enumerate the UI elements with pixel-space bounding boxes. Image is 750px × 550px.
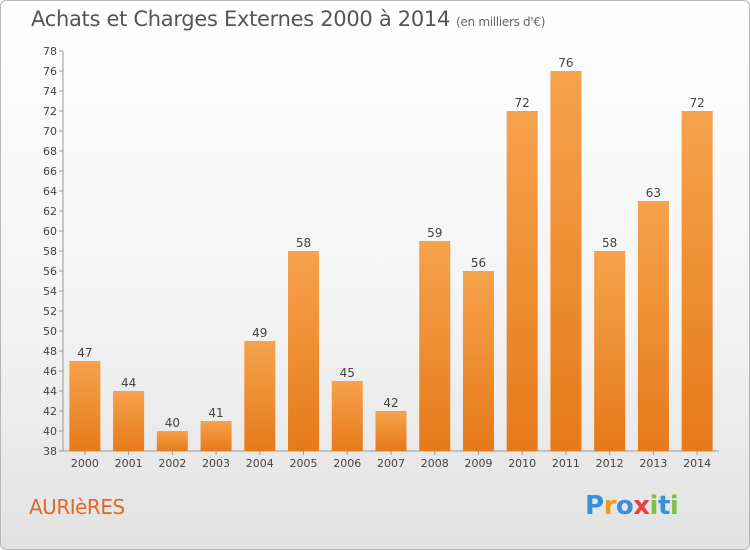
bar-2002 bbox=[156, 431, 188, 451]
data-label-2007: 42 bbox=[383, 396, 398, 410]
y-tick-label: 44 bbox=[43, 385, 57, 398]
x-tick-label: 2003 bbox=[202, 457, 230, 470]
data-label-2011: 76 bbox=[558, 56, 573, 70]
x-tick-label: 2011 bbox=[552, 457, 580, 470]
y-tick-label: 78 bbox=[43, 45, 57, 58]
data-label-2014: 72 bbox=[689, 96, 704, 110]
bar-2014 bbox=[681, 111, 713, 451]
data-label-2010: 72 bbox=[515, 96, 530, 110]
bar-2005 bbox=[288, 251, 320, 451]
logo-letter: x bbox=[633, 491, 650, 521]
y-tick-label: 38 bbox=[43, 445, 57, 458]
data-label-2013: 63 bbox=[646, 186, 661, 200]
data-label-2008: 59 bbox=[427, 226, 442, 240]
bars: 47 44 40 41 49 58 45 42 59 56 72 76 58 63 72 bbox=[69, 56, 713, 451]
y-tick-label: 48 bbox=[43, 345, 57, 358]
y-tick-label: 72 bbox=[43, 105, 57, 118]
y-tick-label: 42 bbox=[43, 405, 57, 418]
y-tick-label: 76 bbox=[43, 65, 57, 78]
data-label-2000: 47 bbox=[77, 346, 92, 360]
x-tick-label: 2012 bbox=[596, 457, 624, 470]
bar-2009 bbox=[462, 271, 494, 451]
axes: 38 40 42 44 46 48 50 52 54 56 58 60 62 64 66 68 70 72 74 76… bbox=[43, 45, 719, 470]
x-tick-label: 2014 bbox=[683, 457, 711, 470]
data-label-2001: 44 bbox=[121, 376, 136, 390]
bar-2008 bbox=[419, 241, 451, 451]
y-tick-label: 58 bbox=[43, 245, 57, 258]
y-tick-label: 62 bbox=[43, 205, 57, 218]
x-tick-label: 2002 bbox=[158, 457, 186, 470]
y-tick-label: 56 bbox=[43, 265, 57, 278]
bar-2007 bbox=[375, 411, 407, 451]
bar-2006 bbox=[331, 381, 363, 451]
logo-letter: t bbox=[657, 491, 670, 521]
logo-letter: i bbox=[669, 491, 679, 521]
logo-letter: o bbox=[615, 491, 634, 521]
logo-letter: r bbox=[603, 491, 617, 521]
x-tick-label: 2009 bbox=[464, 457, 492, 470]
y-tick-label: 46 bbox=[43, 365, 57, 378]
y-tick-label: 52 bbox=[43, 305, 57, 318]
y-tick-label: 50 bbox=[43, 325, 57, 338]
data-label-2012: 58 bbox=[602, 236, 617, 250]
x-tick-label: 2007 bbox=[377, 457, 405, 470]
y-tick-label: 64 bbox=[43, 185, 57, 198]
data-label-2006: 45 bbox=[340, 366, 355, 380]
x-tick-label: 2000 bbox=[71, 457, 99, 470]
data-label-2004: 49 bbox=[252, 326, 267, 340]
bar-2003 bbox=[200, 421, 232, 451]
bar-2004 bbox=[244, 341, 276, 451]
x-tick-label: 2008 bbox=[421, 457, 449, 470]
data-label-2003: 41 bbox=[208, 406, 223, 420]
y-tick-label: 70 bbox=[43, 125, 57, 138]
commune-name: AURIèRES bbox=[29, 495, 125, 519]
bar-2011 bbox=[550, 71, 582, 451]
x-tick-label: 2001 bbox=[115, 457, 143, 470]
x-tick-label: 2010 bbox=[508, 457, 536, 470]
data-label-2002: 40 bbox=[165, 416, 180, 430]
proxiti-logo: Proxiti bbox=[585, 491, 679, 521]
bar-2013 bbox=[637, 201, 669, 451]
data-label-2009: 56 bbox=[471, 256, 486, 270]
bar-2001 bbox=[113, 391, 145, 451]
y-tick-label: 68 bbox=[43, 145, 57, 158]
x-tick-label: 2004 bbox=[246, 457, 274, 470]
x-tick-label: 2005 bbox=[290, 457, 318, 470]
chart-subtitle: (en milliers d'€) bbox=[456, 15, 546, 29]
x-tick-label: 2013 bbox=[639, 457, 667, 470]
data-label-2005: 58 bbox=[296, 236, 311, 250]
bar-2000 bbox=[69, 361, 101, 451]
y-tick-label: 40 bbox=[43, 425, 57, 438]
chart-title: Achats et Charges Externes 2000 à 2014 (e… bbox=[31, 7, 545, 31]
bar-2010 bbox=[506, 111, 538, 451]
y-tick-label: 74 bbox=[43, 85, 57, 98]
title-text: Achats et Charges Externes 2000 à 2014 bbox=[31, 7, 451, 31]
logo-letter: i bbox=[649, 491, 659, 521]
y-tick-label: 54 bbox=[43, 285, 57, 298]
y-tick-label: 60 bbox=[43, 225, 57, 238]
y-tick-label: 66 bbox=[43, 165, 57, 178]
x-tick-label: 2006 bbox=[333, 457, 361, 470]
logo-letter: P bbox=[585, 491, 604, 521]
bar-2012 bbox=[594, 251, 626, 451]
